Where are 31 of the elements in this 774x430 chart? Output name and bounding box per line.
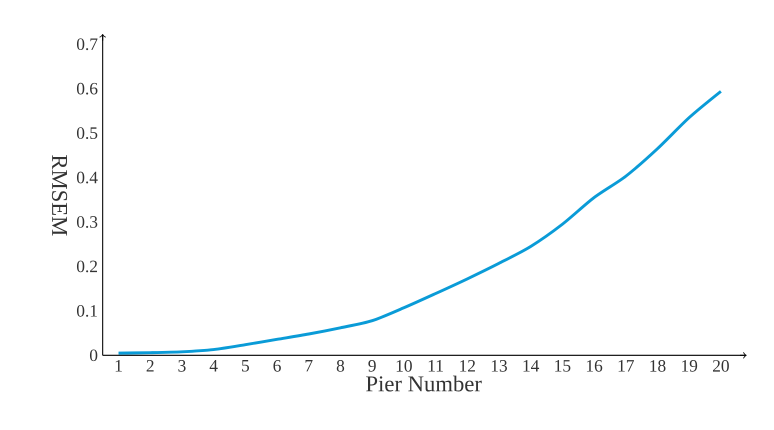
x-tick-label: 3 [178, 360, 186, 372]
x-tick-label: 6 [273, 360, 281, 372]
y-tick-label: 0.2 [76, 260, 98, 272]
x-tick-label: 1 [116, 360, 122, 372]
y-tick-label: 0 [90, 349, 98, 362]
x-tick-label: 7 [306, 360, 313, 372]
x-tick-label: 8 [336, 360, 344, 372]
x-tick-label: 20 [712, 360, 729, 372]
x-tick-label: 18 [650, 360, 666, 372]
x-tick-label: 9 [368, 360, 376, 372]
x-tick-label: 13 [492, 360, 507, 372]
x-tick-label: 10 [396, 360, 412, 372]
y-tick-label: 0.4 [76, 172, 98, 184]
x-tick-label: 11 [428, 360, 443, 372]
y-tick-label: 0.5 [76, 127, 98, 140]
x-tick-label: 17 [618, 360, 634, 372]
x-tick-label: 16 [586, 360, 602, 372]
x-tick-label: 2 [146, 360, 154, 372]
line-series [117, 90, 722, 355]
x-axis-title: Pier Number [366, 376, 482, 392]
x-tick-label: 15 [555, 360, 570, 372]
x-tick-label: 12 [460, 360, 475, 372]
y-tick-label: 0.6 [76, 82, 98, 95]
y-tick-label: 0.3 [76, 216, 98, 228]
x-tick-label: 5 [242, 360, 249, 372]
x-tick-label: 14 [524, 360, 540, 372]
x-tick-label: 4 [210, 360, 218, 372]
y-tick-label: 0.1 [76, 305, 97, 317]
y-axis-title: RMSEM [52, 155, 68, 236]
y-tick-label: 0.7 [76, 38, 98, 50]
x-tick-label: 19 [682, 360, 698, 372]
